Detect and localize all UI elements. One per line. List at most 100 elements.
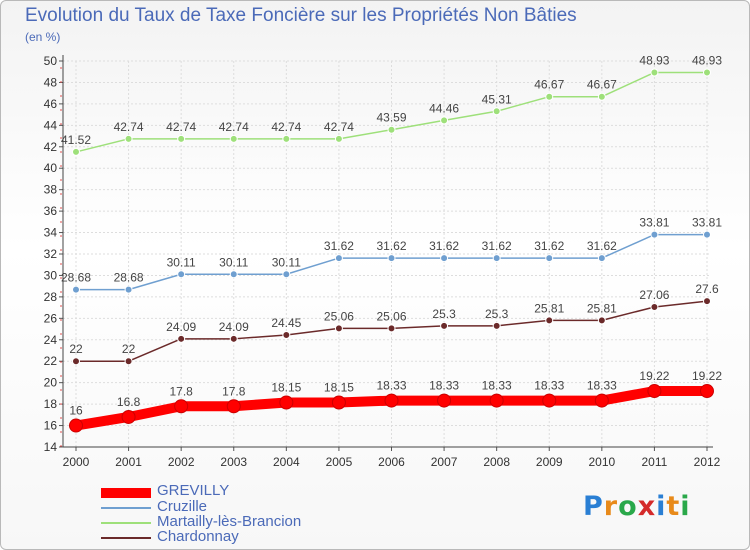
y-tick-label: 42 bbox=[44, 140, 58, 154]
y-tick-label: 20 bbox=[44, 376, 58, 390]
data-label: 33.81 bbox=[692, 216, 722, 230]
data-point bbox=[72, 285, 80, 294]
y-tick-label: 40 bbox=[44, 161, 58, 175]
data-label: 18.33 bbox=[429, 379, 459, 393]
legend-label: GREVILLY bbox=[157, 482, 230, 499]
logo-letter: P bbox=[583, 491, 604, 522]
y-tick-label: 26 bbox=[44, 311, 58, 325]
y-tick-label: 14 bbox=[44, 440, 58, 454]
logo-letter: t bbox=[666, 491, 681, 522]
data-label: 44.46 bbox=[429, 101, 459, 115]
data-point bbox=[545, 92, 554, 101]
logo-letter: i bbox=[680, 491, 691, 522]
legend-item-martailly: Martailly-lès-Brancion bbox=[101, 514, 401, 531]
data-point bbox=[331, 395, 346, 410]
data-point bbox=[650, 68, 659, 77]
data-label: 31.62 bbox=[482, 239, 512, 253]
data-point bbox=[282, 330, 291, 339]
x-tick-label: 2012 bbox=[694, 455, 721, 469]
data-label: 19.22 bbox=[692, 369, 722, 383]
data-point bbox=[489, 393, 504, 408]
data-label: 31.62 bbox=[376, 239, 406, 253]
data-label: 30.11 bbox=[272, 255, 301, 269]
data-point bbox=[492, 254, 501, 263]
data-label: 25.3 bbox=[485, 307, 509, 321]
data-point bbox=[72, 147, 80, 156]
data-point bbox=[440, 116, 449, 125]
y-tick-label: 30 bbox=[44, 268, 58, 282]
data-point bbox=[597, 92, 606, 101]
y-tick-label: 46 bbox=[44, 97, 58, 111]
data-point bbox=[124, 357, 133, 366]
data-label: 18.33 bbox=[587, 379, 617, 393]
x-tick-label: 2007 bbox=[431, 455, 458, 469]
y-tick-label: 16 bbox=[44, 419, 58, 433]
data-label: 42.74 bbox=[324, 120, 354, 134]
data-point bbox=[492, 321, 501, 330]
data-label: 31.62 bbox=[429, 239, 459, 253]
data-point bbox=[545, 254, 554, 263]
data-label: 25.3 bbox=[432, 307, 456, 321]
data-label: 25.06 bbox=[324, 309, 354, 323]
data-label: 19.22 bbox=[639, 369, 669, 383]
data-label: 18.15 bbox=[324, 381, 354, 395]
legend-swatch bbox=[101, 488, 151, 498]
data-label: 31.62 bbox=[324, 239, 354, 253]
data-label: 30.11 bbox=[167, 255, 196, 269]
data-point bbox=[177, 334, 186, 343]
chart-title: Evolution du Taux de Taxe Foncière sur l… bbox=[25, 5, 577, 26]
data-label: 46.67 bbox=[534, 78, 564, 92]
data-label: 18.33 bbox=[534, 379, 564, 393]
data-label: 42.74 bbox=[114, 120, 144, 134]
x-tick-label: 2001 bbox=[115, 455, 142, 469]
logo-letter: o bbox=[618, 491, 638, 522]
data-point bbox=[229, 270, 238, 279]
data-point bbox=[282, 270, 291, 279]
data-point bbox=[437, 393, 452, 408]
data-point bbox=[650, 302, 659, 311]
data-point bbox=[387, 324, 396, 333]
data-point bbox=[334, 324, 343, 333]
x-tick-label: 2008 bbox=[483, 455, 510, 469]
y-tick-label: 44 bbox=[44, 118, 58, 132]
data-point bbox=[229, 134, 238, 143]
data-label: 42.74 bbox=[219, 120, 249, 134]
data-point bbox=[174, 399, 189, 414]
data-point bbox=[177, 270, 186, 279]
data-label: 48.93 bbox=[692, 53, 722, 67]
data-point bbox=[279, 395, 294, 410]
data-label: 28.68 bbox=[114, 271, 144, 285]
data-point bbox=[650, 230, 659, 239]
x-tick-label: 2002 bbox=[168, 455, 195, 469]
data-point bbox=[124, 134, 133, 143]
data-point bbox=[703, 230, 711, 239]
data-point bbox=[703, 68, 711, 77]
logo-letter: r bbox=[603, 491, 619, 522]
data-label: 28.68 bbox=[61, 271, 91, 285]
data-point bbox=[69, 418, 83, 433]
data-point bbox=[121, 409, 136, 424]
data-label: 16.8 bbox=[117, 395, 141, 409]
data-point bbox=[542, 393, 557, 408]
x-tick-label: 2009 bbox=[536, 455, 563, 469]
data-point bbox=[124, 285, 133, 294]
x-tick-label: 2010 bbox=[588, 455, 615, 469]
data-label: 48.93 bbox=[639, 53, 669, 67]
data-point bbox=[545, 316, 554, 325]
legend-item-chardonnay: Chardonnay bbox=[101, 529, 401, 546]
data-point bbox=[177, 134, 186, 143]
x-tick-label: 2003 bbox=[220, 455, 247, 469]
data-label: 16 bbox=[69, 404, 83, 418]
data-label: 18.15 bbox=[271, 381, 301, 395]
y-tick-label: 36 bbox=[44, 204, 58, 218]
logo-letter: i bbox=[656, 491, 667, 522]
data-label: 41.52 bbox=[61, 133, 91, 147]
y-tick-label: 38 bbox=[44, 183, 58, 197]
data-label: 42.74 bbox=[166, 120, 196, 134]
logo-letter: x bbox=[637, 491, 657, 522]
x-tick-label: 2006 bbox=[378, 455, 405, 469]
legend-item-grevilly: GREVILLY bbox=[101, 482, 401, 500]
x-tick-label: 2005 bbox=[326, 455, 353, 469]
